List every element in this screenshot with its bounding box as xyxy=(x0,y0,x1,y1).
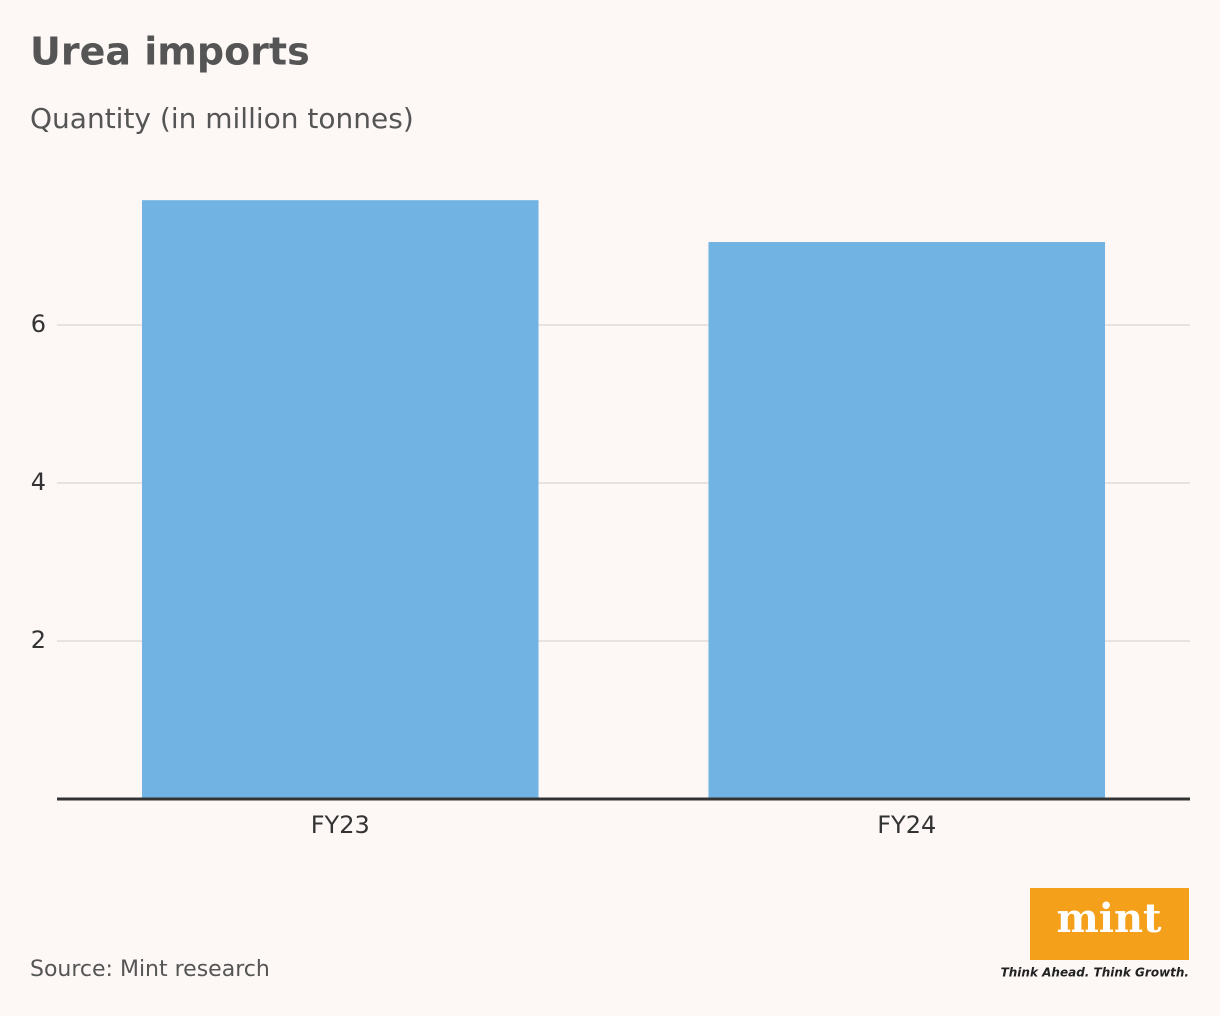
bar xyxy=(141,200,539,799)
bar xyxy=(708,242,1106,800)
logo-box xyxy=(1030,888,1189,960)
chart-title: Urea imports xyxy=(30,30,310,74)
y-tick-label: 4 xyxy=(31,468,46,496)
x-tick-label: FY23 xyxy=(311,811,370,839)
logo-tagline: Think Ahead. Think Growth. xyxy=(1001,966,1189,980)
chart-subtitle: Quantity (in million tonnes) xyxy=(30,102,414,135)
y-tick-label: 2 xyxy=(31,626,46,654)
x-tick-label: FY24 xyxy=(877,811,936,839)
source: Source: Mint research xyxy=(30,957,270,982)
logo: mint xyxy=(1056,895,1162,942)
y-tick-label: 6 xyxy=(31,310,46,338)
